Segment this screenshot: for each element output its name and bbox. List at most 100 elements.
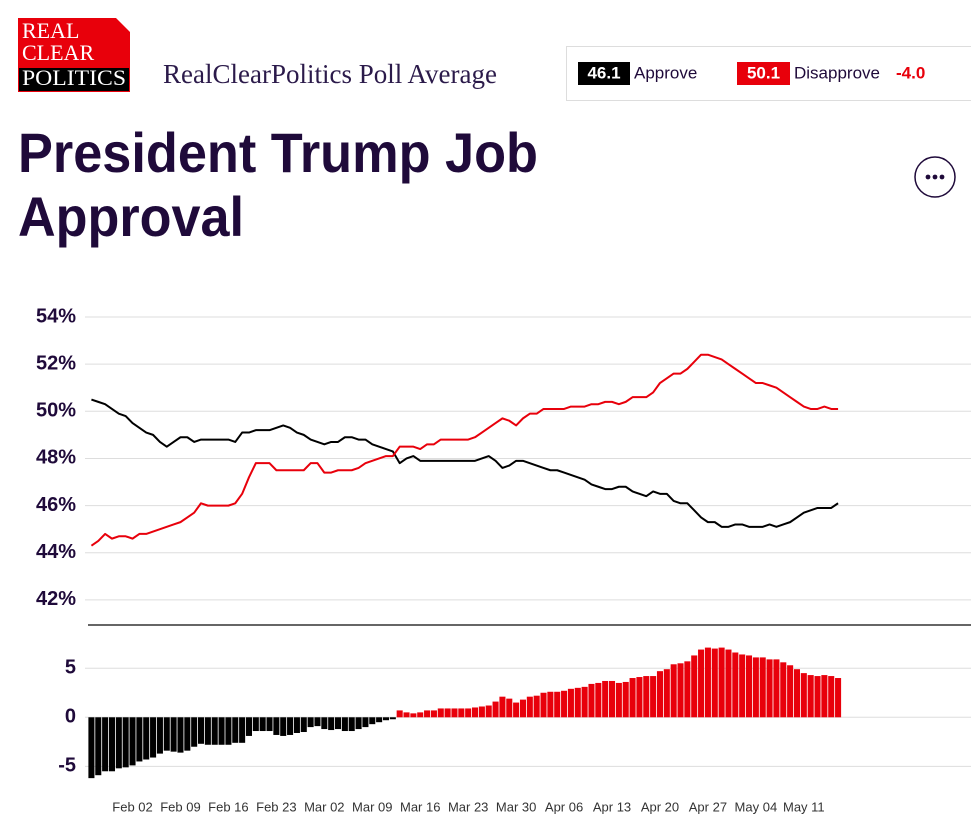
x-tick-label: Mar 30 <box>496 799 536 814</box>
bar <box>252 717 259 732</box>
bar <box>115 717 122 769</box>
bar <box>191 717 198 747</box>
bar <box>163 717 170 751</box>
x-tick-label: May 11 <box>783 799 825 814</box>
y-tick-label: 0 <box>65 706 76 728</box>
bar <box>547 691 554 718</box>
y-tick-label: 50% <box>36 400 76 422</box>
bar <box>177 717 184 753</box>
bar <box>814 676 821 718</box>
bar <box>225 717 232 745</box>
bar <box>698 649 705 718</box>
bar <box>458 708 465 718</box>
bar <box>800 673 807 718</box>
bar <box>746 655 753 718</box>
bar <box>259 717 266 732</box>
y-tick-label: 42% <box>36 588 76 610</box>
bar <box>430 710 437 718</box>
approve-value: 46.1 <box>587 63 620 82</box>
bar <box>280 717 287 736</box>
bar <box>636 677 643 718</box>
bar <box>287 717 294 735</box>
bar <box>554 691 561 718</box>
more-dot <box>932 174 938 180</box>
logo-corner <box>116 18 130 32</box>
bar <box>204 717 211 745</box>
bar <box>793 669 800 718</box>
logo-text: CLEAR <box>22 40 94 65</box>
plot-area: 42% 44% 46% 48% 50% 52% 54% -5 0 5 Feb 02 Feb 09 Feb… <box>36 305 971 814</box>
bar <box>561 690 568 718</box>
bar <box>780 662 787 718</box>
logo-band <box>19 68 129 91</box>
bar <box>129 717 136 766</box>
bar <box>492 701 499 718</box>
bar <box>396 710 403 718</box>
more-button[interactable] <box>914 156 956 198</box>
bar <box>513 702 520 718</box>
bar <box>211 717 218 745</box>
y-tick-label: -5 <box>58 755 76 777</box>
bar <box>293 717 300 733</box>
bar <box>314 717 321 727</box>
bar <box>828 676 835 718</box>
y-tick-label: 48% <box>36 447 76 469</box>
x-tick-label: Feb 02 <box>112 799 152 814</box>
bar <box>602 680 609 718</box>
bar <box>643 676 650 718</box>
bar <box>739 654 746 718</box>
bar <box>622 681 629 718</box>
bar <box>711 648 718 718</box>
bar <box>732 652 739 718</box>
bar <box>704 647 711 718</box>
bar <box>773 659 780 718</box>
bar <box>677 663 684 718</box>
y-tick-label: 5 <box>65 656 76 678</box>
bar <box>300 717 307 733</box>
bar <box>170 717 177 752</box>
bar <box>478 706 485 718</box>
x-tick-label: Mar 16 <box>400 799 440 814</box>
bar <box>328 717 335 731</box>
bar <box>725 649 732 718</box>
bar <box>341 717 348 732</box>
x-tick-label: Mar 02 <box>304 799 344 814</box>
bar <box>609 680 616 718</box>
bar <box>656 671 663 718</box>
logo: REAL CLEAR POLITICS <box>18 18 130 92</box>
bar <box>581 686 588 718</box>
bar <box>684 661 691 718</box>
bar <box>766 659 773 718</box>
bar <box>335 717 342 730</box>
y-tick-label: 46% <box>36 494 76 516</box>
more-dot <box>925 174 931 180</box>
bar <box>670 664 677 718</box>
bar <box>691 655 698 718</box>
bar <box>245 717 252 736</box>
bar <box>102 717 109 772</box>
bar <box>437 708 444 718</box>
bar <box>759 657 766 718</box>
subtitle: RealClearPolitics Poll Average <box>163 59 497 89</box>
bar <box>472 707 479 718</box>
bar <box>444 708 451 718</box>
bar <box>136 717 143 762</box>
bar <box>307 717 314 728</box>
bar <box>752 657 759 718</box>
x-tick-label: Feb 16 <box>208 799 248 814</box>
summary: 46.1 Approve 50.1 Disapprove -4.0 <box>566 46 971 101</box>
bar <box>718 647 725 718</box>
bar <box>519 699 526 718</box>
bar <box>382 717 389 721</box>
x-tick-label: May 04 <box>735 799 778 814</box>
bar <box>273 717 280 735</box>
bar <box>615 682 622 718</box>
x-tick-label: Apr 06 <box>545 799 583 814</box>
bar <box>321 717 328 730</box>
logo-text: REAL <box>22 18 79 43</box>
title: Approval <box>18 185 244 248</box>
bar <box>122 717 129 768</box>
y-tick-label: 44% <box>36 541 76 563</box>
